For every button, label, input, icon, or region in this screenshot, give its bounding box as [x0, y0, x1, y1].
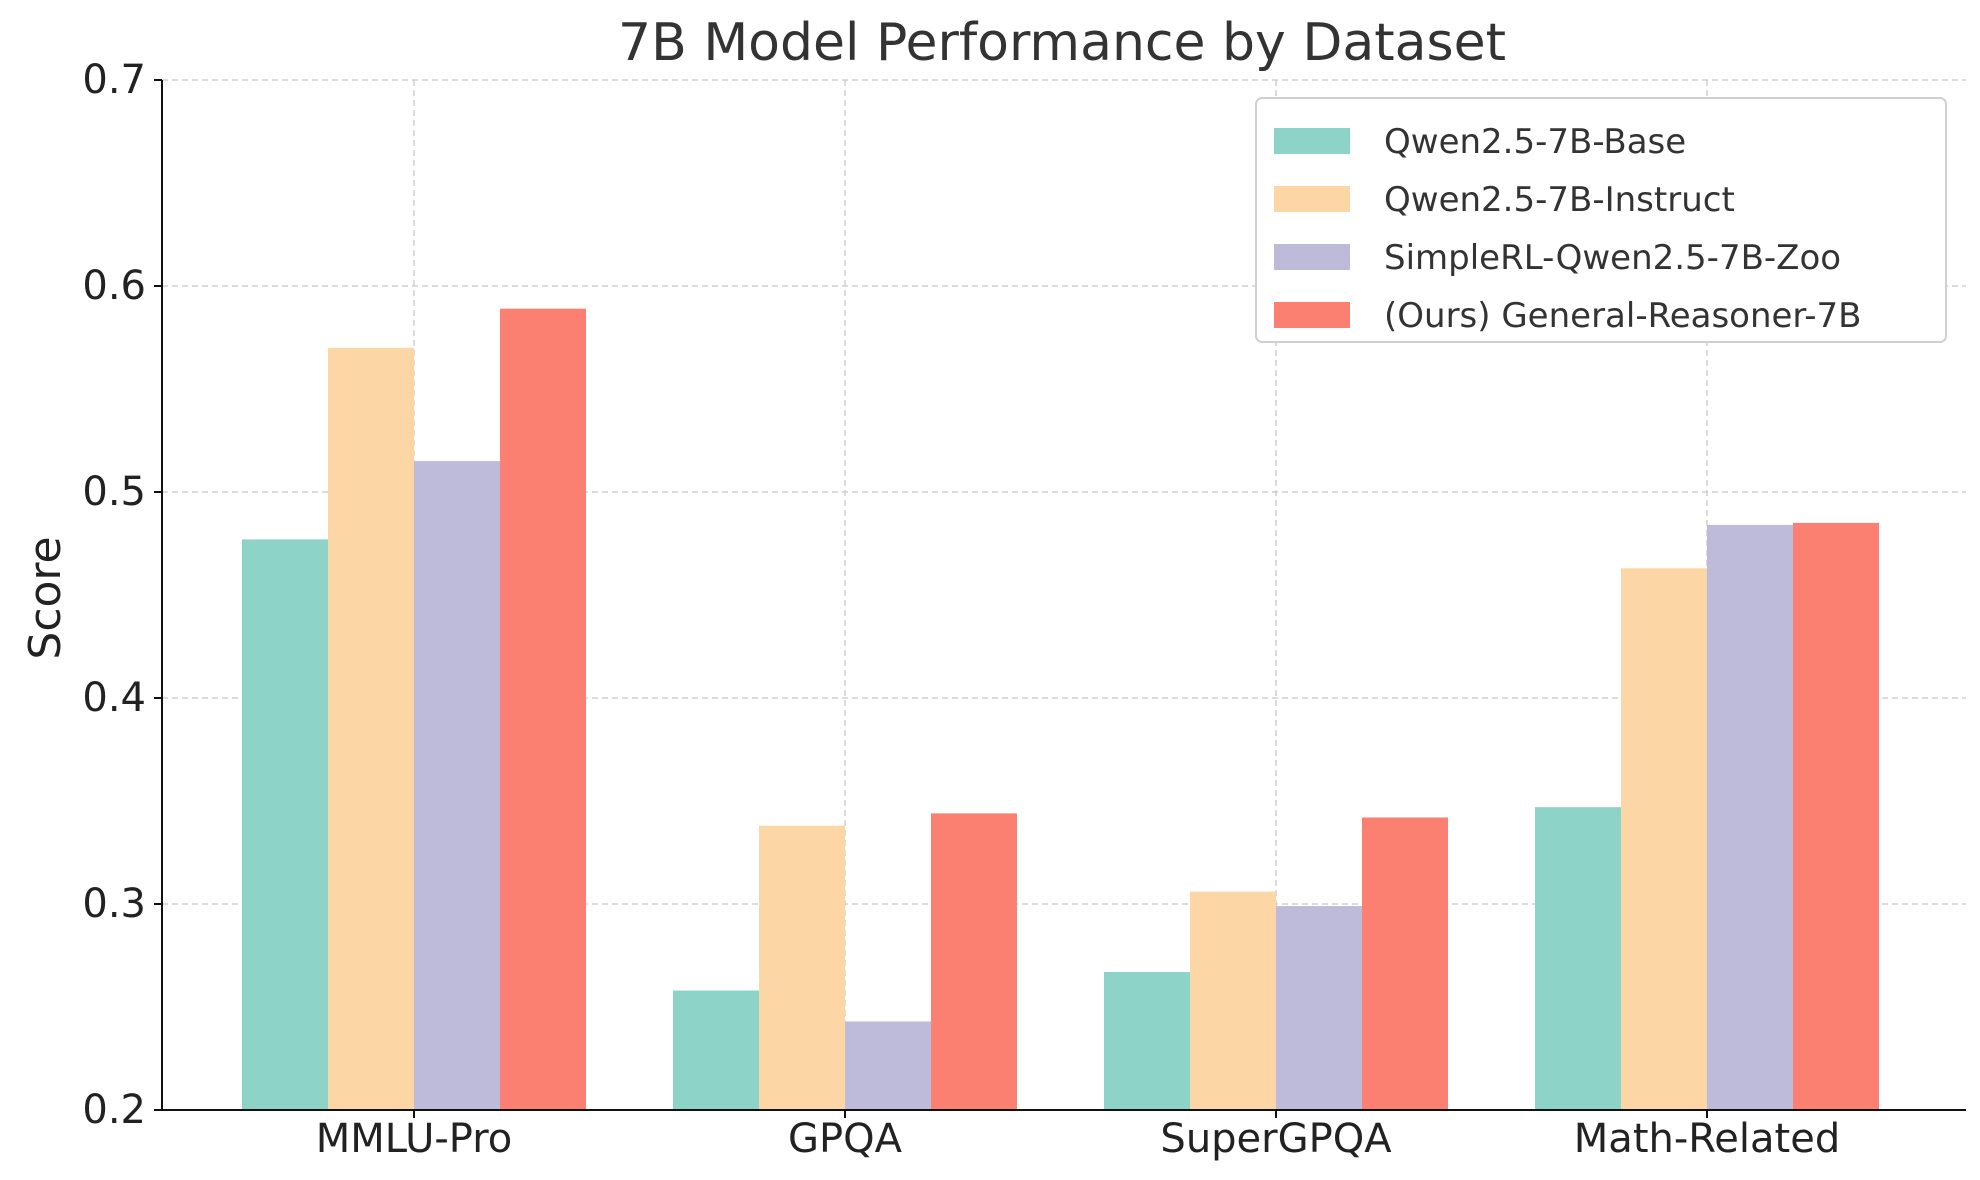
bar-math-related-simplerl-qwen2-5-7b-zoo	[1707, 524, 1793, 1110]
y-tick-label: 0.6	[82, 263, 146, 309]
y-tick-label: 0.5	[82, 469, 146, 515]
tick-labels: 0.2 0.3 0.4 0.5 0.6 0.7 MMLU-Pro GPQA SuperGPQA M…	[82, 57, 1840, 1162]
legend-swatch	[1274, 302, 1350, 328]
bar-gpqa-simplerl-qwen2-5-7b-zoo	[845, 1021, 931, 1110]
bar-gpqa--ours-general-reasoner-7b	[931, 813, 1017, 1110]
legend-label: Qwen2.5-7B-Base	[1384, 122, 1686, 162]
y-tick-label: 0.3	[82, 881, 146, 927]
bar-supergpqa-simplerl-qwen2-5-7b-zoo	[1276, 906, 1362, 1110]
y-tick-label: 0.4	[82, 675, 146, 721]
bar-mmlu-pro-qwen2-5-7b-instruct	[328, 347, 414, 1110]
bar-mmlu-pro--ours-general-reasoner-7b	[500, 308, 586, 1110]
legend-swatch	[1274, 128, 1350, 154]
legend-label: Qwen2.5-7B-Instruct	[1384, 180, 1735, 220]
chart-title: 7B Model Performance by Dataset	[618, 13, 1506, 73]
bar-math-related-qwen2-5-7b-instruct	[1621, 568, 1707, 1110]
bar-gpqa-qwen2-5-7b-instruct	[759, 825, 845, 1110]
y-axis-label: Score	[20, 536, 71, 659]
bar-gpqa-qwen2-5-7b-base	[673, 990, 759, 1110]
legend-swatch	[1274, 244, 1350, 270]
x-tick-label: MMLU-Pro	[316, 1116, 512, 1162]
x-tick-label: GPQA	[788, 1116, 903, 1162]
legend-swatch	[1274, 186, 1350, 212]
bar-math-related-qwen2-5-7b-base	[1535, 807, 1621, 1110]
bar-supergpqa--ours-general-reasoner-7b	[1362, 817, 1448, 1110]
bar-supergpqa-qwen2-5-7b-base	[1104, 971, 1190, 1110]
bars	[242, 308, 1879, 1111]
bar-math-related--ours-general-reasoner-7b	[1793, 522, 1879, 1110]
bar-mmlu-pro-qwen2-5-7b-base	[242, 539, 328, 1110]
x-tick-label: Math-Related	[1574, 1116, 1840, 1162]
y-tick-label: 0.2	[82, 1087, 146, 1133]
y-tick-label: 0.7	[82, 57, 146, 103]
legend-box	[1255, 97, 1947, 343]
x-tick-label: SuperGPQA	[1160, 1116, 1392, 1162]
bar-mmlu-pro-simplerl-qwen2-5-7b-zoo	[414, 461, 500, 1111]
bar-supergpqa-qwen2-5-7b-instruct	[1190, 891, 1276, 1110]
legend-label: SimpleRL-Qwen2.5-7B-Zoo	[1384, 238, 1841, 278]
legend-label: (Ours) General-Reasoner-7B	[1384, 296, 1861, 336]
axes	[154, 79, 1966, 1118]
legend: Qwen2.5-7B-Base Qwen2.5-7B-Instruct Simple…	[1255, 97, 1947, 343]
